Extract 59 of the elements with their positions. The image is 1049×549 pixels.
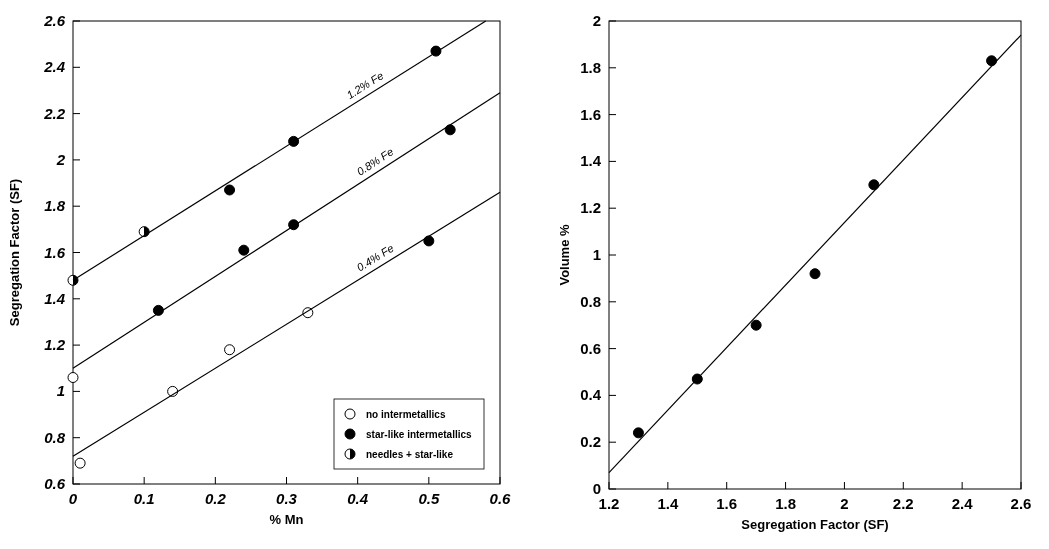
x-tick-label: 1.6 — [716, 495, 738, 512]
text: 0.8% Fe — [354, 145, 396, 178]
point — [224, 344, 236, 356]
legend-label: needles + star-like — [366, 449, 454, 460]
point — [152, 304, 164, 316]
y-tick-label: 1 — [56, 382, 65, 400]
x-tick-label: 0.4 — [347, 490, 369, 507]
point — [868, 179, 880, 191]
y-tick-label: 2.4 — [43, 58, 66, 76]
legend-label: star-like intermetallics — [366, 429, 473, 440]
point — [238, 244, 250, 256]
point — [809, 268, 821, 280]
x-tick-label: 2.4 — [951, 495, 974, 512]
y-tick-label: 1.6 — [580, 105, 601, 123]
x-tick-label: 2.2 — [892, 495, 914, 512]
y-tick-label: 0.2 — [580, 433, 601, 451]
y-tick-label: 0.6 — [44, 475, 66, 492]
x-axis-title: Segregation Factor (SF) — [741, 517, 889, 532]
point — [986, 55, 998, 67]
x-tick-label: 1.4 — [657, 495, 679, 512]
y-tick-label: 0.6 — [580, 339, 601, 357]
x-tick-label: 0 — [68, 490, 78, 507]
y-tick-label: 2 — [55, 150, 66, 168]
y-axis-title: Volume % — [557, 223, 572, 286]
point — [74, 457, 86, 469]
x-tick-label: 0.3 — [276, 490, 298, 507]
y-tick-label: 1.8 — [580, 58, 601, 76]
point — [423, 235, 435, 247]
y-tick-label: 1.2 — [580, 199, 601, 217]
point — [750, 319, 762, 331]
legend-label: no intermetallics — [366, 409, 446, 420]
x-axis-title: % Mn — [269, 512, 304, 527]
y-tick-label: 1.4 — [44, 289, 66, 307]
y-tick-label: 1.6 — [44, 243, 66, 261]
x-tick-label: 2 — [840, 495, 849, 512]
point — [67, 372, 79, 384]
point — [444, 124, 456, 136]
x-tick-label: 0.6 — [489, 490, 512, 507]
y-tick-label: 2.6 — [43, 12, 66, 29]
y-tick-label: 0.8 — [580, 292, 601, 310]
y-tick-label: 1.4 — [580, 152, 602, 170]
point — [67, 274, 79, 286]
x-tick-label: 0.2 — [204, 490, 227, 507]
x-tick-label: 0.5 — [418, 490, 440, 507]
y-tick-label: 1 — [592, 246, 601, 263]
y-tick-label: 0.8 — [44, 428, 66, 446]
y-tick-label: 0.4 — [580, 386, 602, 404]
x-tick-label: 1.8 — [775, 495, 796, 512]
y-tick-label: 1.2 — [44, 336, 66, 354]
point — [224, 184, 236, 196]
y-tick-label: 1.8 — [44, 197, 66, 215]
x-tick-label: 2.6 — [1010, 495, 1032, 512]
y-tick-label: 2.2 — [43, 104, 66, 122]
x-tick-label: 0.1 — [133, 490, 155, 507]
point — [691, 373, 703, 385]
y-tick-label: 2 — [592, 12, 601, 29]
y-axis-title: Segregation Factor (SF) — [7, 178, 22, 327]
text: 0.4% Fe — [354, 241, 396, 274]
point — [632, 427, 644, 439]
